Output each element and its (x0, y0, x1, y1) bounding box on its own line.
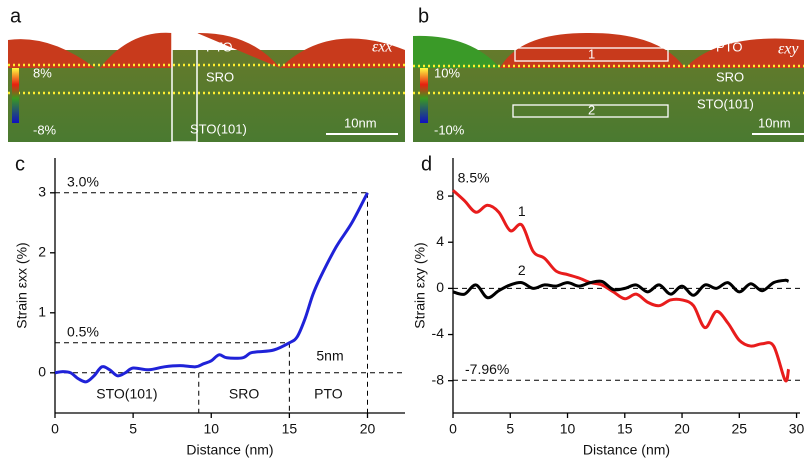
colorbar-max: 10% (434, 65, 460, 80)
reference-label: 0.5% (67, 324, 99, 340)
x-tick-label: 20 (360, 421, 376, 437)
panel-label: c (15, 153, 25, 175)
y-tick-label: 4 (436, 233, 444, 249)
line-series (451, 189, 791, 383)
layer-label: SRO (206, 69, 234, 84)
strain-symbol: εxx (372, 39, 393, 56)
colorbar (12, 68, 19, 123)
y-tick-label: 1 (38, 304, 46, 320)
layer-label: PTO (716, 39, 743, 54)
region-label: SRO (229, 386, 259, 402)
y-tick-label: 3 (38, 184, 46, 200)
x-tick-label: 25 (732, 421, 748, 437)
x-tick-label: 30 (789, 421, 804, 437)
region-label: STO(101) (96, 386, 157, 402)
box (514, 47, 669, 62)
reference-label: 3.0% (67, 174, 99, 190)
y-axis-title: Strain εxy (%) (412, 242, 428, 328)
colorbar (420, 68, 428, 123)
panel-label: a (10, 5, 22, 27)
x-tick-label: 10 (560, 421, 576, 437)
x-tick-label: 5 (129, 421, 137, 437)
panel-b: b 1 2 10% -10% PTO SRO STO(101) εxy 10nm (413, 5, 804, 142)
panel-label: b (418, 5, 429, 27)
y-tick-label: 8 (436, 187, 444, 203)
y-tick-label: 0 (38, 364, 46, 380)
y-tick-label: 2 (38, 244, 46, 260)
colorbar-max: 8% (33, 65, 52, 80)
series-label: 1 (518, 203, 526, 219)
box-label: 2 (588, 102, 595, 117)
layer-label: STO(101) (190, 121, 247, 136)
x-tick-label: 15 (617, 421, 633, 437)
background (8, 30, 405, 50)
line-series (54, 192, 369, 384)
x-axis-title: Distance (nm) (186, 442, 273, 458)
series-label: 2 (518, 262, 526, 278)
region-label: PTO (314, 386, 343, 402)
layer-label: PTO (206, 39, 233, 54)
layer-label: STO(101) (697, 96, 754, 111)
reference-label: -7.96% (465, 361, 509, 377)
y-tick-label: -8 (432, 371, 445, 387)
scale-bar-label: 10nm (758, 115, 791, 130)
x-axis-title: Distance (nm) (583, 442, 670, 458)
x-tick-label: 15 (282, 421, 298, 437)
layer-label: SRO (716, 69, 744, 84)
scale-bar-label: 10nm (344, 115, 377, 130)
domain (413, 35, 500, 68)
y-tick-label: 0 (436, 279, 444, 295)
panel-label: d (421, 153, 432, 175)
y-tick-label: -4 (432, 325, 445, 341)
annotation: 8.5% (458, 169, 490, 185)
strain-symbol: εxy (778, 41, 799, 58)
pto-domes (8, 32, 405, 68)
x-tick-label: 5 (506, 421, 514, 437)
y-axis-title: Strain εxx (%) (14, 242, 30, 328)
colorbar-min: -10% (434, 122, 465, 137)
line-series (452, 278, 790, 300)
box (171, 32, 198, 143)
colorbar-min: -8% (33, 122, 57, 137)
x-tick-label: 20 (674, 421, 690, 437)
x-tick-label: 0 (51, 421, 59, 437)
x-tick-label: 10 (203, 421, 219, 437)
annotation: 5nm (316, 347, 343, 363)
pto-domes (500, 32, 804, 68)
box-label: 1 (588, 46, 595, 61)
x-tick-label: 0 (449, 421, 457, 437)
panel-a: a 8% -8% PTO SRO STO(101) εxx 10nm (8, 5, 405, 143)
box (512, 104, 669, 118)
